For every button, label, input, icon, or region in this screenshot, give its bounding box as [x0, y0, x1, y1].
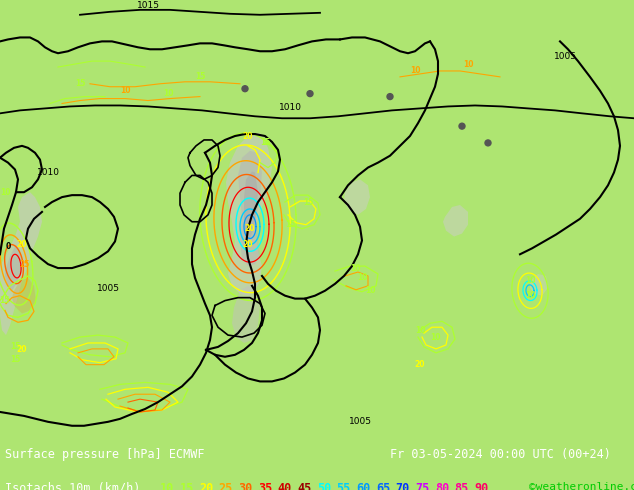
PathPatch shape	[443, 205, 468, 237]
Text: 10: 10	[0, 188, 10, 196]
Text: 0: 0	[5, 242, 11, 251]
Text: Surface pressure [hPa] ECMWF: Surface pressure [hPa] ECMWF	[5, 448, 205, 461]
Text: 15: 15	[75, 79, 85, 88]
Text: 10: 10	[365, 286, 375, 295]
Circle shape	[242, 86, 248, 92]
Text: 20: 20	[243, 131, 253, 141]
Text: 15: 15	[179, 482, 193, 490]
Text: 10: 10	[120, 86, 130, 95]
Text: 25: 25	[20, 260, 30, 269]
Text: 10: 10	[525, 291, 535, 300]
Text: 10: 10	[525, 276, 535, 285]
Text: 20: 20	[199, 482, 213, 490]
PathPatch shape	[244, 172, 258, 239]
Text: 10: 10	[410, 67, 420, 75]
Text: 15: 15	[303, 197, 313, 207]
Text: 15: 15	[10, 355, 20, 364]
Text: 15: 15	[0, 296, 9, 305]
Text: 10: 10	[415, 326, 425, 335]
PathPatch shape	[12, 278, 36, 314]
Text: 20: 20	[245, 224, 256, 233]
Text: 65: 65	[376, 482, 390, 490]
Text: 1015: 1015	[136, 1, 160, 10]
Text: 20: 20	[243, 240, 253, 249]
Text: 10: 10	[463, 60, 473, 69]
Circle shape	[459, 123, 465, 129]
Text: 10: 10	[430, 333, 440, 342]
PathPatch shape	[232, 286, 260, 343]
Text: 75: 75	[415, 482, 429, 490]
Text: 15: 15	[285, 220, 295, 229]
Text: 15: 15	[260, 138, 270, 147]
Text: 20: 20	[16, 345, 27, 354]
Text: 1010: 1010	[37, 169, 60, 177]
Circle shape	[387, 94, 393, 99]
Text: 90: 90	[474, 482, 488, 490]
PathPatch shape	[238, 151, 262, 266]
Text: ©weatheronline.co.uk: ©weatheronline.co.uk	[529, 482, 634, 490]
Text: 25: 25	[219, 482, 233, 490]
Text: 40: 40	[278, 482, 292, 490]
PathPatch shape	[226, 133, 272, 295]
Text: 1005: 1005	[349, 417, 372, 426]
Text: 10: 10	[163, 89, 173, 98]
Text: 15: 15	[10, 343, 20, 351]
Text: Isotachs 10m (km/h): Isotachs 10m (km/h)	[5, 482, 141, 490]
Text: 20: 20	[415, 360, 425, 369]
Text: 35: 35	[258, 482, 272, 490]
Text: 45: 45	[297, 482, 311, 490]
Text: 10: 10	[357, 273, 367, 282]
PathPatch shape	[344, 179, 370, 215]
Text: 1005: 1005	[553, 52, 576, 61]
Text: 30: 30	[238, 482, 252, 490]
Circle shape	[485, 140, 491, 146]
Text: 55: 55	[337, 482, 351, 490]
Text: 1010: 1010	[278, 103, 302, 112]
Text: 70: 70	[396, 482, 410, 490]
PathPatch shape	[530, 274, 548, 295]
PathPatch shape	[5, 245, 22, 291]
Text: 10: 10	[160, 482, 174, 490]
Circle shape	[307, 91, 313, 97]
Text: 85: 85	[455, 482, 469, 490]
PathPatch shape	[0, 192, 42, 335]
Text: Fr 03-05-2024 00:00 UTC (00+24): Fr 03-05-2024 00:00 UTC (00+24)	[390, 448, 611, 461]
Text: 50: 50	[317, 482, 331, 490]
Text: 80: 80	[435, 482, 449, 490]
Text: 10: 10	[350, 264, 360, 272]
Text: 15: 15	[195, 73, 205, 81]
Text: 60: 60	[356, 482, 370, 490]
Text: 1005: 1005	[96, 284, 119, 293]
Text: 20: 20	[16, 240, 27, 249]
